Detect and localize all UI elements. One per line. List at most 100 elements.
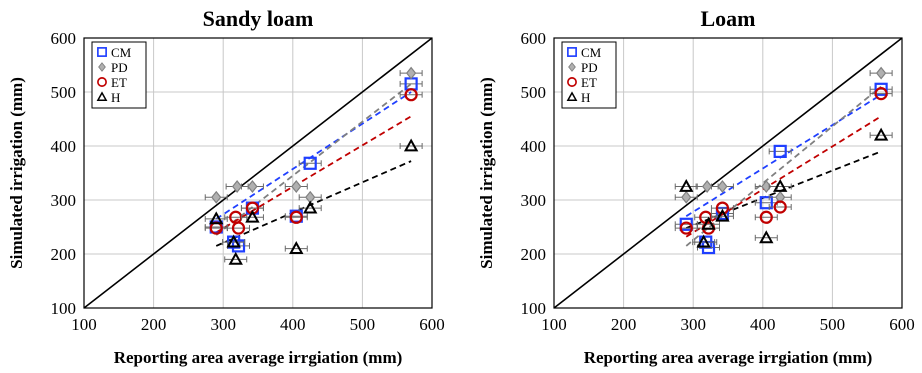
error-bar	[768, 148, 792, 155]
plot-frame	[553, 37, 903, 309]
error-bar	[768, 204, 792, 211]
legend-label-pd: PD	[581, 60, 598, 75]
data-point-et	[715, 201, 730, 215]
trend-line-pd	[685, 85, 882, 247]
x-tick-label: 400	[750, 315, 776, 334]
data-point-pd	[405, 66, 417, 80]
data-point-pd	[291, 180, 302, 193]
x-tick-label: 500	[820, 315, 846, 334]
error-bar	[298, 205, 322, 212]
y-tick-label: 200	[521, 245, 547, 264]
x-tick-label: 200	[611, 315, 637, 334]
error-bar	[284, 214, 308, 221]
data-point-h	[289, 241, 304, 254]
legend-label-cm: CM	[111, 45, 132, 60]
x-tick-label: 600	[889, 315, 915, 334]
legend-label-h: H	[111, 90, 120, 105]
x-tick-label: 200	[141, 315, 167, 334]
error-bar	[399, 91, 423, 98]
data-point-cm	[874, 82, 888, 96]
chart-title: Loam	[701, 6, 756, 31]
data-point-et	[874, 87, 888, 101]
data-point-h	[226, 234, 241, 248]
legend-marker-pd	[568, 62, 576, 72]
trend-line-h	[685, 150, 882, 229]
data-point-cm	[679, 217, 693, 231]
y-tick-label: 600	[521, 29, 547, 48]
data-point-h	[403, 138, 419, 152]
error-bar	[754, 199, 778, 206]
y-axis-label: Simulated irrigation (mm)	[7, 77, 26, 269]
x-tick-label: 300	[680, 315, 706, 334]
data-point-pd	[717, 180, 728, 193]
plot-frame	[83, 37, 433, 309]
trend-line-pd	[215, 83, 412, 236]
data-point-h	[773, 178, 788, 192]
error-bar	[710, 213, 734, 220]
error-bar	[399, 80, 423, 87]
legend-marker-h	[96, 91, 108, 102]
error-bar	[869, 132, 893, 139]
error-bar	[298, 160, 322, 167]
data-point-et	[773, 200, 787, 214]
data-point-h	[701, 216, 716, 230]
error-bar	[869, 90, 893, 97]
data-point-h	[759, 230, 774, 244]
error-bar	[222, 239, 246, 246]
legend-box	[91, 41, 147, 109]
y-tick-label: 100	[51, 299, 77, 318]
data-point-h	[679, 178, 694, 192]
data-point-et	[404, 88, 418, 102]
x-axis-label: Reporting area average irrgiation (mm)	[114, 348, 403, 367]
trend-line-h	[215, 160, 412, 247]
error-bar	[674, 183, 698, 190]
legend-label-pd: PD	[111, 60, 128, 75]
error-bar	[284, 245, 308, 252]
legend-marker-wrap	[567, 47, 577, 57]
x-tick-label: 100	[541, 315, 567, 334]
one-to-one-line	[83, 37, 433, 309]
error-bar	[710, 205, 734, 212]
data-point-h	[303, 200, 318, 214]
data-point-h	[209, 211, 224, 225]
data-point-h	[696, 234, 711, 248]
x-tick-label: 100	[71, 315, 97, 334]
error-bar	[204, 225, 228, 232]
legend-marker-et	[97, 77, 107, 87]
chart-panel-1: Sandy loam 100 200 300 400 500 600 100 200 300 400…	[7, 6, 445, 367]
legend-marker-wrap	[97, 77, 107, 87]
error-bar	[768, 183, 792, 190]
error-bar	[692, 239, 716, 246]
y-tick-label: 300	[521, 191, 547, 210]
y-tick-label: 400	[51, 137, 77, 156]
legend-marker-wrap	[97, 47, 107, 57]
x-tick-label: 400	[280, 315, 306, 334]
data-point-h	[228, 251, 243, 265]
error-bar	[224, 256, 248, 263]
error-bar	[754, 234, 778, 241]
data-point-pd	[681, 190, 692, 204]
data-point-et	[679, 221, 693, 235]
legend-marker-cm	[567, 47, 577, 57]
data-point-pd	[875, 66, 887, 80]
data-point-h	[715, 208, 730, 222]
x-tick-label: 600	[419, 315, 445, 334]
legend-marker-pd	[98, 62, 106, 72]
legend-label-et: ET	[581, 75, 597, 90]
error-bar	[284, 213, 308, 220]
data-point-et	[231, 221, 246, 235]
y-tick-label: 500	[521, 83, 547, 102]
error-bar	[227, 225, 251, 232]
data-point-cm	[303, 156, 317, 170]
error-bar	[697, 221, 721, 228]
data-point-h	[873, 127, 889, 141]
y-axis-label: Simulated irrigation (mm)	[477, 77, 496, 269]
y-tick-label: 300	[51, 191, 77, 210]
chart-title: Sandy loam	[203, 6, 314, 31]
y-tick-label: 100	[521, 299, 547, 318]
trend-line-cm	[215, 91, 412, 220]
legend-marker-wrap	[96, 91, 108, 102]
legend-label-et: ET	[111, 75, 127, 90]
